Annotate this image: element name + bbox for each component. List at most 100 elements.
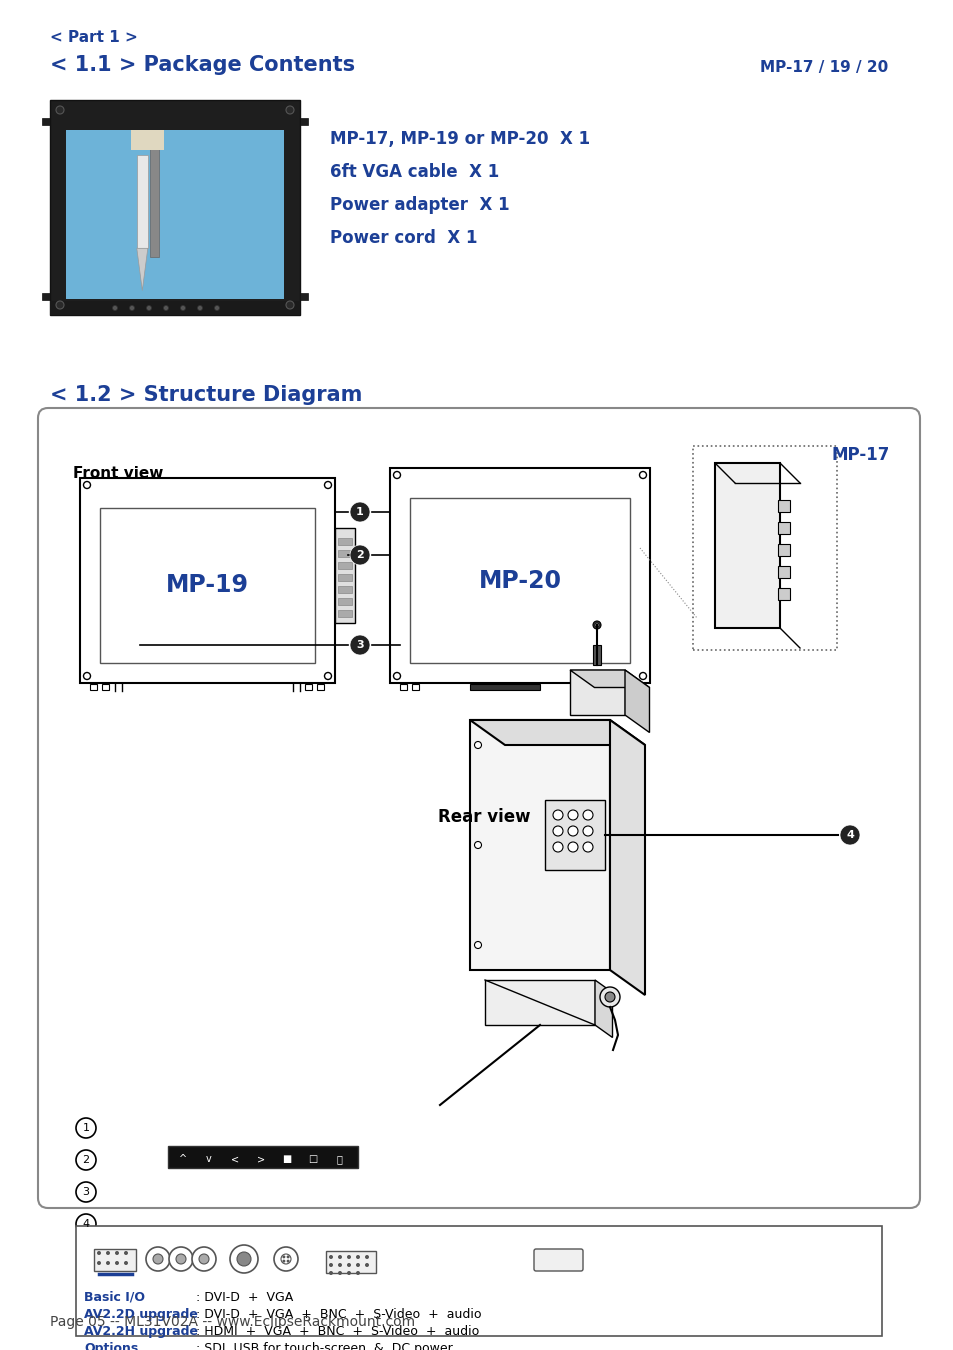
Circle shape [169, 1247, 193, 1270]
Text: MP-20: MP-20 [478, 568, 561, 593]
Circle shape [599, 987, 619, 1007]
Bar [778, 544, 789, 556]
Bar [90, 684, 97, 690]
Circle shape [365, 1256, 369, 1260]
Bar [80, 478, 335, 683]
Polygon shape [136, 248, 148, 290]
Bar [778, 522, 789, 535]
Text: 1: 1 [355, 508, 363, 517]
Text: MP-17 / 19 / 20: MP-17 / 19 / 20 [760, 59, 887, 76]
Text: Power adapter  X 1: Power adapter X 1 [330, 196, 509, 215]
Circle shape [175, 1254, 186, 1264]
Circle shape [84, 672, 91, 679]
Circle shape [553, 842, 562, 852]
Circle shape [329, 1264, 333, 1268]
Text: : DVI-D  +  VGA: : DVI-D + VGA [195, 1291, 293, 1304]
Circle shape [840, 825, 859, 845]
Circle shape [337, 1256, 341, 1260]
Bar [50, 301, 299, 315]
Circle shape [474, 741, 481, 748]
Text: 2: 2 [82, 1156, 90, 1165]
Text: >: > [256, 1154, 265, 1164]
Text: 6ft VGA cable  X 1: 6ft VGA cable X 1 [330, 163, 498, 181]
Bar [136, 155, 148, 248]
Bar [399, 684, 407, 690]
Bar [299, 293, 308, 300]
Circle shape [282, 1260, 285, 1262]
Bar [470, 720, 609, 971]
Circle shape [115, 1261, 119, 1265]
Bar [337, 586, 352, 593]
Circle shape [282, 1256, 285, 1258]
Circle shape [106, 1251, 110, 1256]
Text: <: < [231, 1154, 239, 1164]
Circle shape [146, 1247, 170, 1270]
Bar [168, 1146, 357, 1168]
Bar [132, 130, 164, 150]
Text: AV2.2H upgrade: AV2.2H upgrade [84, 1324, 198, 1338]
Bar [337, 610, 352, 617]
Circle shape [84, 482, 91, 489]
Text: Page 05 -- ML31V02A -- www.EclipseRackmount.com: Page 05 -- ML31V02A -- www.EclipseRackmo… [50, 1315, 415, 1328]
Bar [778, 589, 789, 599]
Text: : DVI-D  +  VGA  +  BNC  +  S-Video  +  audio: : DVI-D + VGA + BNC + S-Video + audio [195, 1308, 481, 1322]
Bar [50, 100, 299, 315]
Circle shape [639, 471, 646, 478]
Circle shape [124, 1251, 128, 1256]
Bar [94, 1249, 136, 1270]
Bar [412, 684, 418, 690]
Circle shape [106, 1261, 110, 1265]
Circle shape [230, 1245, 257, 1273]
Bar [569, 670, 624, 716]
Circle shape [286, 301, 294, 309]
Bar [299, 117, 308, 126]
Text: : HDMI  +  VGA  +  BNC  +  S-Video  +  audio: : HDMI + VGA + BNC + S-Video + audio [195, 1324, 478, 1338]
Text: < 1.1 > Package Contents: < 1.1 > Package Contents [50, 55, 355, 76]
Bar [335, 528, 355, 622]
Bar [66, 130, 284, 298]
Circle shape [180, 305, 185, 310]
Text: ^: ^ [179, 1154, 187, 1164]
FancyBboxPatch shape [534, 1249, 582, 1270]
Circle shape [347, 1264, 351, 1268]
Text: □: □ [308, 1154, 317, 1164]
Circle shape [56, 107, 64, 113]
Bar [42, 293, 50, 300]
Bar [337, 562, 352, 568]
Bar [619, 684, 626, 690]
Bar [714, 463, 780, 628]
Text: < 1.2 > Structure Diagram: < 1.2 > Structure Diagram [50, 385, 362, 405]
Circle shape [582, 826, 593, 836]
Circle shape [76, 1183, 96, 1202]
Circle shape [553, 810, 562, 819]
Text: Power cord  X 1: Power cord X 1 [330, 230, 477, 247]
Circle shape [393, 672, 400, 679]
Bar [778, 500, 789, 512]
Text: Options: Options [84, 1342, 138, 1350]
Circle shape [347, 1256, 351, 1260]
Circle shape [567, 826, 578, 836]
Text: : SDI, USB for touch-screen  &  DC power: : SDI, USB for touch-screen & DC power [195, 1342, 453, 1350]
Bar [150, 147, 158, 256]
Circle shape [337, 1270, 341, 1274]
Bar [470, 684, 539, 690]
Circle shape [350, 634, 370, 655]
Circle shape [112, 305, 117, 310]
Circle shape [567, 810, 578, 819]
Circle shape [97, 1261, 101, 1265]
Circle shape [567, 842, 578, 852]
Circle shape [76, 1214, 96, 1234]
Bar [305, 684, 312, 690]
Polygon shape [470, 720, 644, 745]
Bar [778, 566, 789, 578]
Bar [631, 684, 639, 690]
Bar [390, 468, 649, 683]
Circle shape [197, 305, 202, 310]
Polygon shape [595, 980, 612, 1038]
Circle shape [199, 1254, 209, 1264]
Text: Rear view: Rear view [437, 809, 530, 826]
Circle shape [286, 1256, 290, 1258]
Circle shape [337, 1264, 341, 1268]
Circle shape [115, 1251, 119, 1256]
Circle shape [286, 1260, 290, 1262]
